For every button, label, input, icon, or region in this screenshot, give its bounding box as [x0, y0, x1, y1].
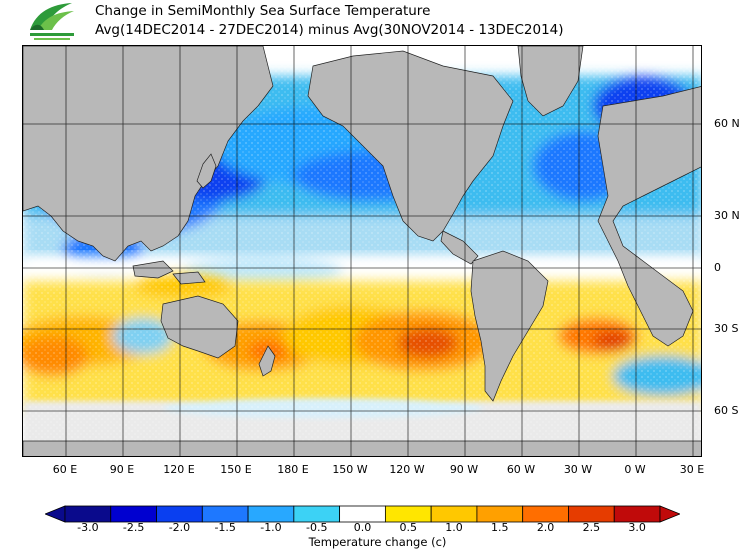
land-masses: [23, 46, 701, 456]
colorbar-cell: [430, 505, 478, 523]
colorbar-cell: [247, 505, 295, 523]
colorbar-max-arrow: [659, 505, 680, 523]
longitude-label: 120 W: [389, 463, 425, 476]
colorbar-cell: [568, 505, 615, 523]
colorbar-tick-label: -0.5: [305, 521, 328, 534]
observatory-logo: [30, 3, 74, 40]
colorbar-cell: [522, 505, 569, 523]
colorbar-tick-label: -2.5: [122, 521, 145, 534]
longitude-label: 60 E: [52, 463, 78, 476]
colorbar-tick-label: 1.0: [445, 521, 463, 534]
longitude-label: 120 E: [163, 463, 195, 476]
colorbar: [45, 505, 680, 523]
colorbar-cell: [293, 505, 341, 523]
longitude-label: 30 E: [679, 463, 705, 476]
colorbar-cell: [110, 505, 157, 523]
new-zealand: [258, 345, 276, 377]
map-canvas: [23, 46, 701, 456]
longitude-label: 90 E: [109, 463, 135, 476]
graticule: [23, 46, 701, 456]
colorbar-tick-label: 0.5: [399, 521, 418, 534]
europe-africa: [597, 86, 701, 347]
colorbar-tick-label: 0.0: [353, 521, 372, 534]
longitude-label: 30 W: [563, 463, 593, 476]
sst-change-map: [22, 45, 702, 457]
colorbar-cell: [476, 505, 524, 523]
colorbar-cell: [64, 505, 112, 523]
longitude-label: 150 W: [332, 463, 368, 476]
central-america: [440, 230, 479, 265]
colorbar-cell: [201, 505, 249, 523]
colorbar-tick-label: 2.0: [536, 521, 555, 534]
longitude-label: 0 W: [624, 463, 646, 476]
longitude-label: 60 W: [506, 463, 536, 476]
colorbar-title: Temperature change (c): [308, 535, 447, 549]
japan: [196, 153, 217, 189]
asia-landmass: [23, 46, 274, 262]
latitude-label: 60 S: [714, 404, 739, 417]
latitude-label: 0: [714, 261, 721, 274]
colorbar-cell: [613, 505, 661, 523]
longitude-label: 90 W: [449, 463, 479, 476]
latitude-label: 60 N: [714, 117, 740, 130]
longitude-label: 180 E: [277, 463, 309, 476]
colorbar-tick-label: 3.0: [628, 521, 646, 534]
borneo-islands: [132, 260, 174, 279]
longitude-label: 150 E: [220, 463, 252, 476]
north-america: [307, 50, 514, 242]
colorbar-tick-label: -3.0: [77, 521, 99, 534]
antarctica: [23, 440, 701, 456]
colorbar-tick-label: -1.0: [260, 521, 282, 534]
colorbar-tick-label: 2.5: [582, 521, 601, 534]
colorbar-cell: [384, 505, 432, 523]
chart-title: Change in SemiMonthly Sea Surface Temper…: [95, 3, 431, 19]
latitude-label: 30 N: [714, 209, 740, 222]
colorbar-cell: [339, 505, 386, 523]
colorbar-tick-label: -1.5: [214, 521, 236, 534]
colorbar-tick-label: 1.5: [491, 521, 509, 534]
colorbar-tick-label: -2.0: [168, 521, 191, 534]
colorbar-min-arrow: [45, 505, 66, 523]
new-guinea: [172, 271, 206, 285]
colorbar-cell: [156, 505, 203, 523]
latitude-label: 30 S: [714, 322, 739, 335]
chart-subtitle: Avg(14DEC2014 - 27DEC2014) minus Avg(30N…: [95, 22, 564, 38]
